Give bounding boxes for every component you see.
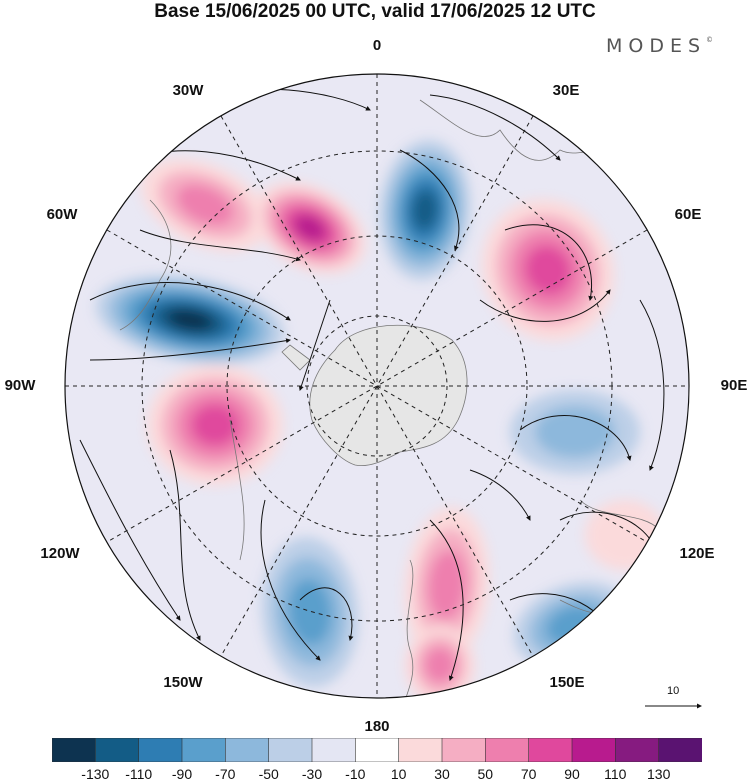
colorbar-tick-label: -130 [81, 766, 110, 782]
colorbar-tick-label: 50 [477, 766, 494, 782]
streamline [399, 149, 460, 251]
streamline [469, 469, 531, 521]
lon-label-120e: 120E [679, 545, 715, 562]
colorbar-swatch [485, 738, 530, 762]
colorbar-swatch [52, 738, 97, 762]
brand-mark: © [706, 36, 714, 44]
colorbar-swatch [355, 738, 400, 762]
antarctica-landmass [281, 324, 468, 467]
positive-anomaly-contour [294, 214, 326, 242]
streamline [139, 229, 301, 262]
colorbar-tick-label: 10 [390, 766, 407, 782]
colorbar [52, 738, 702, 762]
streamline [519, 415, 632, 461]
colorbar-swatch [441, 738, 487, 762]
lon-label-0: 0 [372, 37, 382, 54]
brand-name: MODES [606, 35, 707, 57]
streamline [89, 282, 291, 321]
colorbar-swatch [181, 738, 227, 762]
positive-anomaly-contour [428, 550, 466, 620]
streamline [429, 519, 464, 681]
colorbar-tick-label: -50 [258, 766, 279, 782]
colorbar-tick-label: -30 [301, 766, 323, 782]
lon-label-60e: 60E [674, 206, 702, 223]
colorbar-tick-label: -90 [171, 766, 193, 782]
streamline [89, 338, 291, 361]
lon-label-30w: 30W [172, 82, 204, 99]
lon-label-180: 180 [364, 718, 390, 735]
map-border [64, 73, 690, 699]
negative-anomaly-contour [535, 406, 615, 458]
lon-label-30e: 30E [552, 82, 580, 99]
positive-anomaly-contour [191, 404, 239, 446]
negative-anomaly-contour [412, 190, 438, 230]
colorbar-swatch [571, 738, 617, 762]
colorbar-swatch [528, 738, 573, 762]
colorbar-tick-label: -10 [345, 766, 366, 782]
colorbar-ticks: -130 -110 -90 -70 -50 -30 -10 10 30 50 70 90 110 130 [52, 766, 702, 783]
streamline [639, 299, 665, 471]
streamline [260, 499, 321, 661]
negative-anomaly-contour [167, 309, 213, 331]
lon-label-150w: 150W [163, 674, 203, 691]
brand-logo: MODES© [606, 35, 713, 57]
streamline [504, 224, 594, 301]
colorbar-tick-label: -70 [215, 766, 236, 782]
positive-anomaly-contour [176, 184, 234, 226]
streamline [429, 94, 561, 161]
positive-anomaly-contour [585, 500, 665, 570]
colorbar-swatch [225, 738, 270, 762]
colorbar-swatches [52, 738, 702, 762]
lon-label-120w: 120W [40, 545, 80, 562]
lon-label-150e: 150E [549, 674, 585, 691]
colorbar-swatch [138, 738, 183, 762]
colorbar-swatch [95, 738, 140, 762]
vector-reference: 10 [643, 685, 705, 713]
colorbar-swatch [268, 738, 313, 762]
lon-label-60w: 60W [46, 206, 78, 223]
streamline [299, 587, 354, 641]
colorbar-swatch [311, 738, 357, 762]
colorbar-tick-label: 30 [434, 766, 450, 782]
colorbar-tick-label: -110 [125, 766, 153, 782]
streamline [479, 289, 611, 322]
lon-label-90w: 90W [4, 377, 36, 394]
colorbar-swatch [658, 738, 702, 762]
graticule [65, 74, 689, 698]
positive-anomaly-contour [524, 245, 572, 295]
lon-label-90e: 90E [720, 377, 748, 394]
streamline [79, 439, 181, 621]
positive-anomaly-contour [424, 647, 456, 683]
map-title: Base 15/06/2025 00 UTC, valid 17/06/2025… [154, 1, 596, 22]
colorbar-swatch [398, 738, 443, 762]
colorbar-swatch [615, 738, 660, 762]
map-disk [65, 74, 689, 698]
negative-anomaly-contour [288, 578, 332, 646]
colorbar-tick-label: 130 [647, 766, 671, 782]
vector-reference-label: 10 [667, 685, 680, 697]
streamline [169, 449, 201, 641]
streamline [298, 299, 331, 391]
colorbar-tick-label: 70 [520, 766, 537, 782]
colorbar-tick-label: 110 [604, 766, 627, 782]
colorbar-tick-label: 90 [564, 766, 580, 782]
